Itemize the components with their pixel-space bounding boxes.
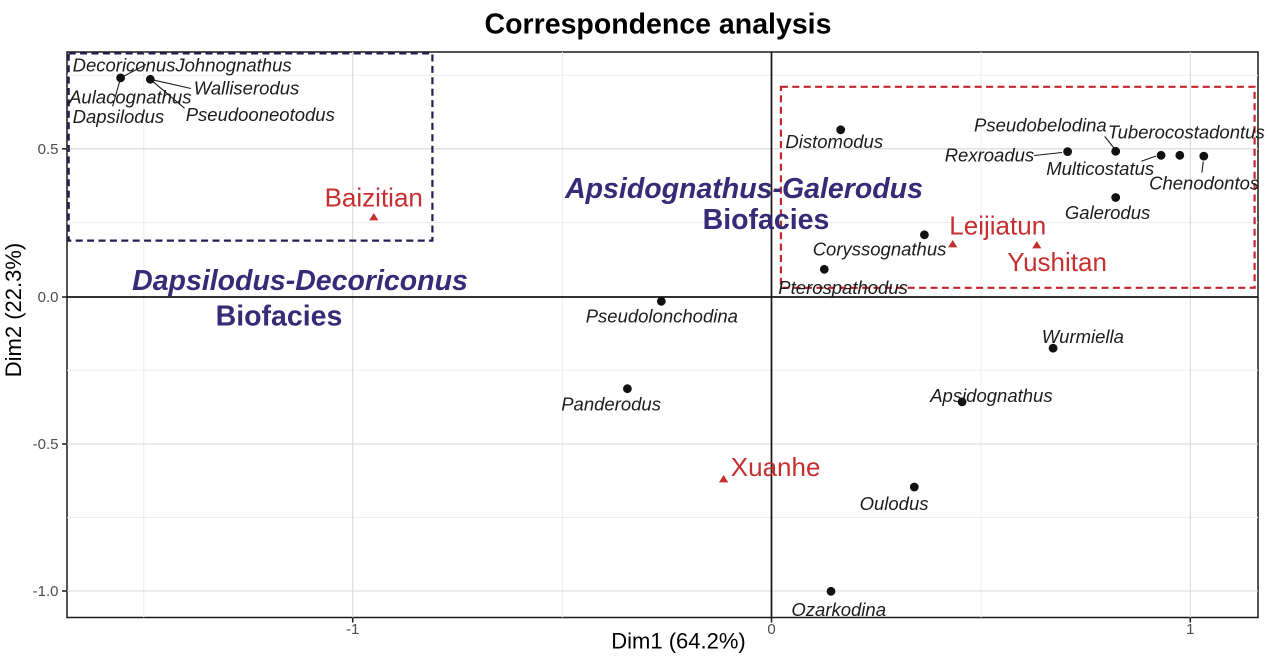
svg-text:Tuberocostadontus: Tuberocostadontus (1108, 122, 1265, 143)
svg-text:Correspondence analysis: Correspondence analysis (485, 9, 832, 41)
svg-text:Dim2 (22.3%): Dim2 (22.3%) (1, 243, 26, 377)
svg-text:Dim1 (64.2%): Dim1 (64.2%) (611, 629, 745, 654)
svg-text:Apsidognathus: Apsidognathus (929, 385, 1052, 406)
svg-text:Xuanhe: Xuanhe (731, 452, 821, 482)
svg-text:Johnognathus: Johnognathus (174, 55, 291, 76)
svg-text:Pseudooneotodus: Pseudooneotodus (186, 104, 335, 125)
svg-text:Biofacies: Biofacies (216, 301, 343, 333)
svg-text:Wurmiella: Wurmiella (1042, 326, 1124, 347)
svg-text:Decoriconus: Decoriconus (73, 55, 176, 76)
svg-text:Chenodontos: Chenodontos (1149, 173, 1259, 194)
svg-text:Walliserodus: Walliserodus (194, 78, 300, 99)
svg-text:Ozarkodina: Ozarkodina (791, 599, 886, 620)
svg-text:Oulodus: Oulodus (860, 493, 929, 514)
svg-text:Apsidognathus-Galerodus: Apsidognathus-Galerodus (564, 173, 923, 205)
svg-text:1: 1 (1186, 621, 1194, 638)
svg-text:Pseudobelodina: Pseudobelodina (974, 115, 1107, 136)
svg-text:0: 0 (767, 621, 775, 638)
svg-text:Aulacognathus: Aulacognathus (68, 87, 191, 108)
svg-text:Biofacies: Biofacies (703, 204, 830, 236)
svg-text:Pseudolonchodina: Pseudolonchodina (586, 306, 738, 327)
svg-text:-1: -1 (346, 621, 359, 638)
svg-text:Baizitian: Baizitian (325, 183, 423, 213)
svg-text:Yushitan: Yushitan (1007, 247, 1107, 277)
svg-text:Galerodus: Galerodus (1065, 202, 1150, 223)
svg-text:Rexroadus: Rexroadus (945, 144, 1034, 165)
svg-text:Multicostatus: Multicostatus (1046, 158, 1154, 179)
svg-text:Leijiatun: Leijiatun (949, 211, 1046, 241)
svg-text:-1.0: -1.0 (33, 583, 59, 600)
svg-text:Pterospathodus: Pterospathodus (778, 277, 908, 298)
svg-text:Panderodus: Panderodus (561, 394, 661, 415)
svg-text:Dapsilodus: Dapsilodus (73, 106, 165, 127)
svg-text:-0.5: -0.5 (33, 436, 59, 453)
svg-text:0.5: 0.5 (38, 141, 59, 158)
svg-text:Coryssognathus: Coryssognathus (813, 239, 947, 260)
svg-text:Distomodus: Distomodus (785, 131, 883, 152)
svg-text:0.0: 0.0 (38, 289, 59, 306)
svg-text:Dapsilodus-Decoriconus: Dapsilodus-Decoriconus (132, 265, 468, 297)
